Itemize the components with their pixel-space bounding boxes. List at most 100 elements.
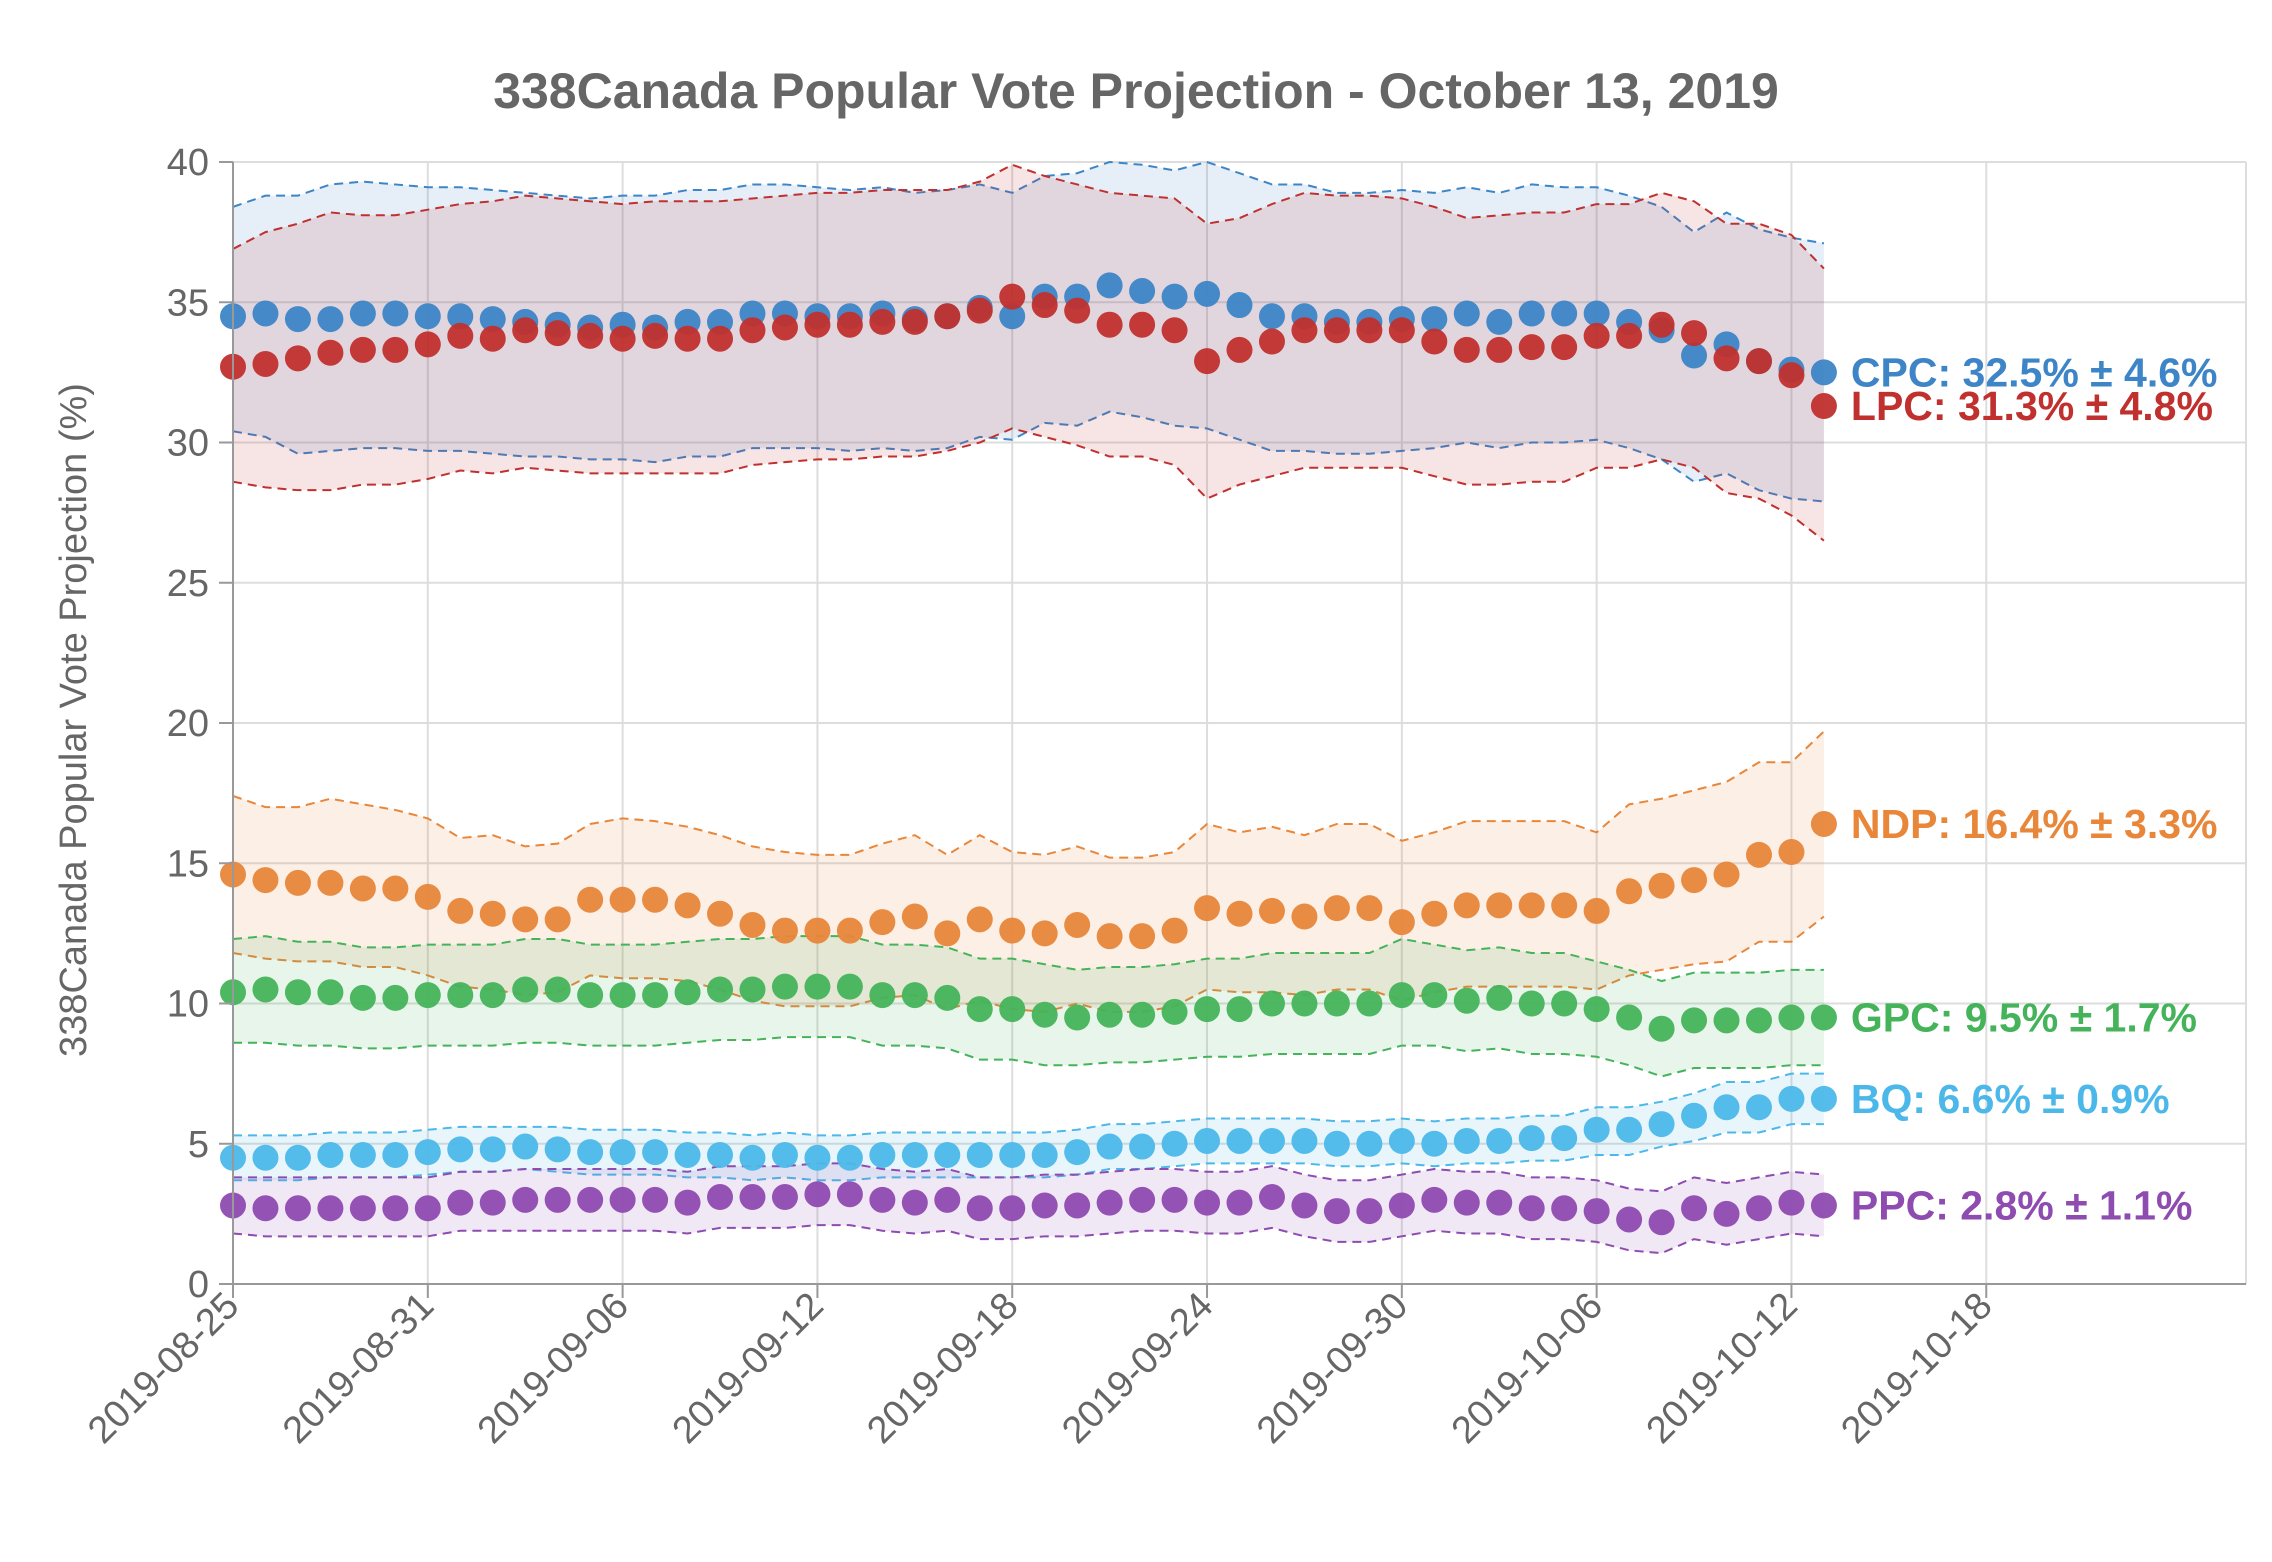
data-point xyxy=(349,1141,376,1168)
data-point xyxy=(1031,292,1058,319)
data-point xyxy=(836,973,863,1000)
data-point xyxy=(577,322,604,349)
y-tick-label: 40 xyxy=(167,142,209,184)
data-point xyxy=(479,325,506,352)
data-point xyxy=(674,1189,701,1216)
data-point xyxy=(642,886,669,913)
data-point xyxy=(1551,300,1578,327)
data-point xyxy=(1161,283,1188,310)
data-point xyxy=(869,1186,896,1213)
data-point xyxy=(1291,903,1318,930)
data-point xyxy=(707,1184,734,1211)
data-point xyxy=(739,911,766,938)
data-point xyxy=(1421,1186,1448,1213)
data-point xyxy=(609,886,636,913)
data-point xyxy=(1778,1085,1805,1112)
data-point xyxy=(1323,990,1350,1017)
data-point xyxy=(1356,990,1383,1017)
data-point xyxy=(317,1141,344,1168)
data-point xyxy=(804,973,831,1000)
series-end-labels: CPC: 32.5% ± 4.6%LPC: 31.3% ± 4.8% NDP: 1… xyxy=(1851,349,2218,1228)
data-point xyxy=(252,300,279,327)
data-point xyxy=(1648,311,1675,338)
data-point xyxy=(1161,1130,1188,1157)
data-point xyxy=(447,897,474,924)
y-tick-label: 5 xyxy=(188,1124,209,1166)
data-point xyxy=(934,1141,961,1168)
data-point xyxy=(1323,317,1350,344)
data-point xyxy=(674,1141,701,1168)
data-point xyxy=(966,1195,993,1222)
data-point xyxy=(739,976,766,1003)
data-point xyxy=(1258,303,1285,330)
data-point xyxy=(1713,1007,1740,1034)
data-point xyxy=(1551,1125,1578,1152)
data-point xyxy=(382,300,409,327)
data-point xyxy=(1583,996,1610,1023)
data-point xyxy=(1258,897,1285,924)
upper-bound-line-ppc xyxy=(233,1162,1825,1193)
data-point xyxy=(1064,911,1091,938)
data-point xyxy=(284,1195,311,1222)
data-point xyxy=(1681,342,1708,369)
data-point xyxy=(934,1186,961,1213)
data-point xyxy=(642,982,669,1009)
data-point xyxy=(1258,990,1285,1017)
data-point xyxy=(1518,300,1545,327)
data-point xyxy=(1064,1139,1091,1166)
data-point xyxy=(901,1141,928,1168)
data-point xyxy=(414,303,441,330)
data-point xyxy=(1681,1195,1708,1222)
data-point xyxy=(1453,892,1480,919)
lower-bound-line-ndp xyxy=(232,915,1825,1013)
data-point xyxy=(414,982,441,1009)
upper-bound-line-lpc xyxy=(232,163,1825,270)
data-point xyxy=(317,339,344,366)
data-point xyxy=(414,1139,441,1166)
data-point xyxy=(349,336,376,363)
data-point xyxy=(1551,990,1578,1017)
data-point xyxy=(512,317,539,344)
lower-bound-line-gpc xyxy=(233,1036,1824,1078)
data-point xyxy=(771,917,798,944)
data-point xyxy=(1810,1192,1837,1219)
data-point xyxy=(1486,1189,1513,1216)
data-point xyxy=(317,306,344,333)
data-points xyxy=(220,272,1837,1236)
data-point xyxy=(1681,1102,1708,1129)
data-point xyxy=(1713,1200,1740,1227)
data-point xyxy=(1518,990,1545,1017)
confidence-band-ndp xyxy=(233,731,1824,1012)
data-point xyxy=(1551,892,1578,919)
y-tick-label: 25 xyxy=(167,563,209,605)
data-point xyxy=(1486,892,1513,919)
data-point xyxy=(1226,1127,1253,1154)
confidence-bands xyxy=(232,160,1825,1255)
data-point xyxy=(1356,317,1383,344)
data-point xyxy=(674,325,701,352)
data-point xyxy=(1323,1198,1350,1225)
series-bq xyxy=(220,1085,1837,1171)
data-point xyxy=(1745,1094,1772,1121)
data-point xyxy=(1388,1127,1415,1154)
data-point xyxy=(382,984,409,1011)
data-point xyxy=(479,1136,506,1163)
data-point xyxy=(284,345,311,372)
data-point xyxy=(1421,982,1448,1009)
data-point xyxy=(771,973,798,1000)
confidence-band-cpc xyxy=(233,162,1824,502)
data-point xyxy=(414,883,441,910)
data-point xyxy=(447,1189,474,1216)
data-point xyxy=(1583,897,1610,924)
data-point xyxy=(901,982,928,1009)
data-point xyxy=(707,325,734,352)
data-point xyxy=(544,320,571,347)
data-point xyxy=(1648,1209,1675,1236)
data-point xyxy=(1064,1192,1091,1219)
data-point xyxy=(317,869,344,896)
data-point xyxy=(1616,322,1643,349)
data-point xyxy=(1810,810,1837,837)
data-point xyxy=(349,875,376,902)
data-point xyxy=(1518,334,1545,361)
data-point xyxy=(609,1186,636,1213)
